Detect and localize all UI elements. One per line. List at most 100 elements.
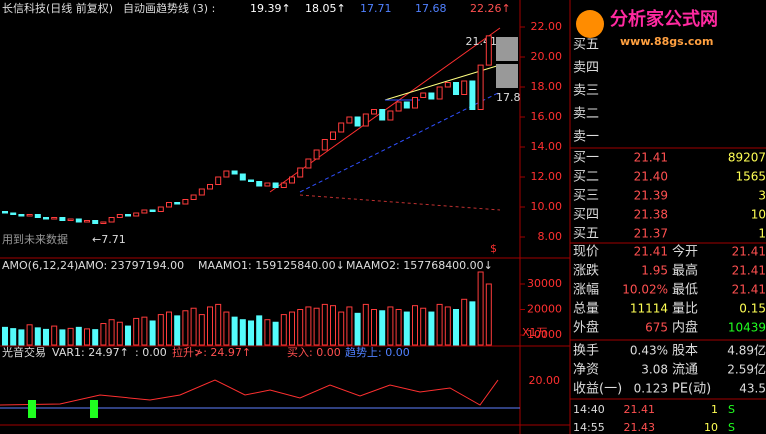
volume-bar (297, 309, 304, 346)
volume-bar (453, 309, 459, 346)
candle (420, 92, 427, 98)
volume-bar (477, 271, 484, 346)
volume-bar (420, 307, 427, 346)
volume-bar (18, 329, 25, 346)
volume-bar (198, 314, 205, 346)
book-label: 买一 (573, 151, 599, 166)
indicator-header: 买入: 0.00 (287, 346, 341, 359)
volume-bar (321, 303, 328, 346)
candle (379, 109, 386, 121)
volume-bar (461, 298, 468, 346)
candle (469, 80, 476, 110)
candle (338, 122, 345, 133)
volume-bar (190, 307, 197, 346)
stat-value: 0.43% (630, 344, 668, 358)
candle (444, 82, 451, 88)
trade-time: 14:55 (573, 421, 605, 434)
volume-bar (313, 307, 320, 346)
stat-value: 21.41 (732, 264, 766, 278)
volume-bar (207, 306, 213, 346)
stat-label: 量比 (672, 302, 698, 317)
stat-label: 最低 (672, 283, 698, 298)
candle (248, 179, 254, 182)
volume-bar (362, 303, 369, 346)
volume-bar (248, 320, 254, 346)
volume-bar (330, 305, 336, 346)
candle (92, 220, 99, 224)
stat-label: 外盘 (573, 320, 599, 336)
volume-bar (444, 306, 451, 346)
candle (436, 86, 443, 100)
book-label: 买三 (573, 189, 599, 204)
volume-bar (67, 327, 74, 346)
y-tick-label: 14.00 (531, 140, 563, 153)
candle (182, 199, 189, 205)
book-price: 21.38 (634, 208, 668, 222)
volume-bar (26, 324, 33, 346)
book-volume: 1565 (735, 170, 766, 184)
stat-label: 内盘 (672, 320, 698, 336)
volume-bar (264, 319, 271, 346)
stat-value: 0.15 (739, 302, 766, 316)
book-label: 卖三 (573, 84, 599, 99)
stat-label: 换手 (573, 344, 599, 359)
book-label: 买五 (573, 227, 599, 242)
stat-label: 涨跌 (573, 263, 599, 279)
site: www.88gs.com (620, 35, 713, 48)
indicator-line (0, 379, 499, 406)
candle (330, 131, 336, 140)
stat-label: 今开 (672, 244, 698, 260)
stat-label: 现价 (573, 245, 599, 260)
y-tick-label: 30000 (527, 277, 562, 290)
unit: X1万 (522, 326, 548, 339)
stat-value: 2.59亿 (727, 362, 766, 377)
candle (108, 217, 115, 223)
stat-value: 21.41 (732, 245, 766, 259)
y-tick-label: 22.00 (531, 20, 563, 33)
volume-bar (289, 311, 295, 346)
volume-bar (43, 328, 49, 346)
candle (223, 170, 230, 178)
y-tick-label: 10.00 (531, 200, 563, 213)
candle (34, 214, 41, 218)
stat-label: 股本 (672, 344, 698, 359)
box (496, 64, 518, 88)
book-volume: 89207 (728, 151, 766, 165)
trade-price: 21.41 (624, 403, 656, 416)
book-price: 21.37 (634, 227, 668, 241)
candle (371, 109, 377, 115)
stat-value: 1.95 (641, 264, 668, 278)
volume-bar (305, 306, 312, 346)
indicator-header: : 0.00 (135, 346, 167, 359)
candle (18, 214, 25, 217)
stat-value: 10.02% (622, 283, 668, 297)
candle (174, 202, 181, 205)
header-value: 17.71 (360, 2, 392, 15)
volume-bar (379, 310, 386, 346)
annotation: 21.41 (466, 35, 498, 48)
stat-label: 最高 (672, 263, 698, 279)
candle (231, 170, 238, 175)
book-label: 卖一 (573, 130, 599, 145)
stock-title: 长信科技(日线 前复权) (2, 1, 113, 15)
volume-header: AMO: 23797194.00 (78, 259, 184, 272)
book-price: 21.39 (634, 189, 668, 203)
volume-bar (133, 317, 140, 346)
candle (100, 221, 107, 224)
volume-bar (346, 306, 353, 346)
candle (387, 110, 394, 121)
header-value: 22.26↑ (470, 2, 511, 15)
volume-bar (215, 303, 222, 346)
candle (297, 167, 304, 178)
candle (190, 194, 197, 200)
candle (305, 158, 312, 169)
volume-bar (84, 328, 90, 346)
stat-label: 收益(一) (573, 382, 622, 397)
volume-bar (51, 325, 58, 346)
stat-value: 675 (645, 321, 668, 335)
book-price: 21.40 (634, 170, 668, 184)
stat-value: 43.5 (739, 382, 766, 396)
volume-bar (2, 326, 8, 346)
candle (354, 116, 361, 127)
